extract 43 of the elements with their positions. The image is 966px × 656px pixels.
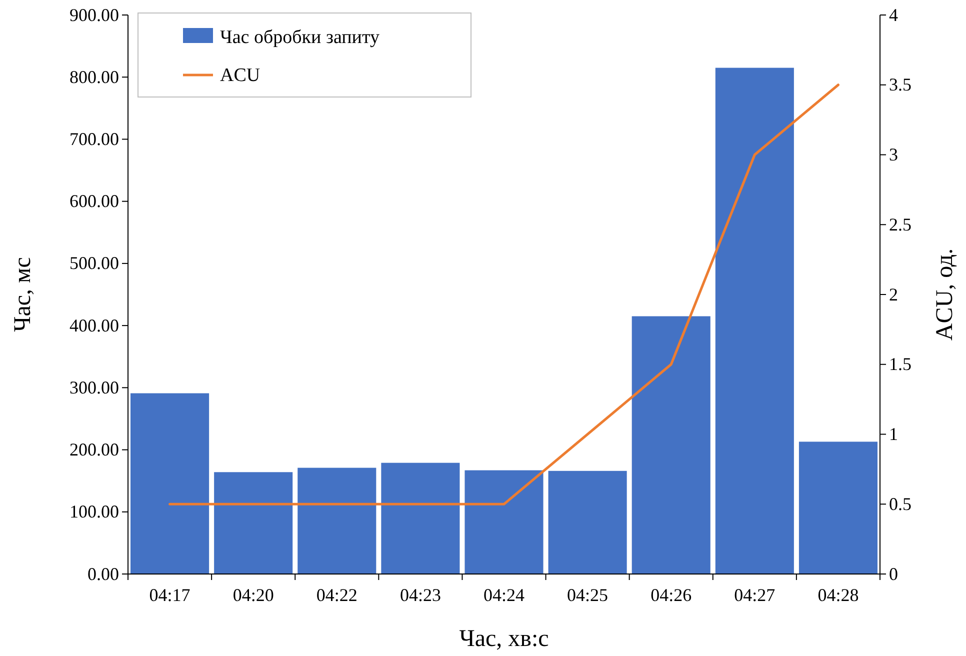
y2-tick-label: 1.5 (889, 354, 912, 374)
x-tick-label: 04:17 (149, 584, 190, 605)
y-tick-label: 200.00 (70, 440, 119, 460)
y2-tick-label: 0.5 (889, 494, 912, 514)
bar (381, 462, 460, 574)
y-tick-label: 800.00 (70, 66, 119, 87)
y2-tick-label: 2 (889, 284, 898, 304)
bar (715, 68, 794, 574)
x-tick-label: 04:25 (567, 584, 608, 605)
line-series (168, 84, 840, 506)
bar (798, 442, 878, 574)
y-tick-label: 0.00 (88, 564, 119, 584)
y2-tick-label: 0 (889, 564, 898, 584)
x-tick-label: 04:23 (400, 584, 441, 605)
y-tick-label: 500.00 (70, 253, 119, 274)
legend-label: ACU (220, 65, 260, 86)
bar (548, 470, 627, 574)
x-tick-label: 04:26 (650, 584, 692, 605)
y2-tick-label: 3 (889, 144, 898, 165)
x-tick-label: 04:27 (734, 584, 776, 605)
y-tick-label: 700.00 (70, 128, 119, 149)
y2-axis-title: ACU, од. (932, 248, 958, 341)
y-tick-label: 300.00 (70, 377, 119, 398)
x-tick-label: 04:24 (483, 584, 525, 605)
y2-tick-label: 3.5 (889, 74, 912, 95)
legend-label: Час обробки запиту (220, 27, 380, 48)
y-tick-label: 400.00 (70, 315, 119, 336)
bar (464, 470, 544, 574)
y2-tick-label: 1 (889, 424, 898, 444)
y-axis-title: Час, мс (10, 257, 36, 332)
x-tick-label: 04:20 (232, 584, 274, 605)
x-tick-label: 04:22 (316, 584, 358, 605)
bar (298, 468, 376, 574)
y2-tick-label: 2.5 (889, 214, 912, 234)
y-tick-label: 600.00 (70, 191, 119, 212)
y2-tick-label: 4 (889, 4, 898, 25)
bar (214, 472, 293, 574)
bar (130, 393, 210, 574)
y-tick-label: 100.00 (70, 502, 119, 522)
x-axis-title: Час, хв:с (459, 626, 549, 652)
x-tick-label: 04:28 (818, 584, 859, 605)
bar (632, 316, 710, 574)
y-tick-label: 900.00 (70, 4, 119, 25)
